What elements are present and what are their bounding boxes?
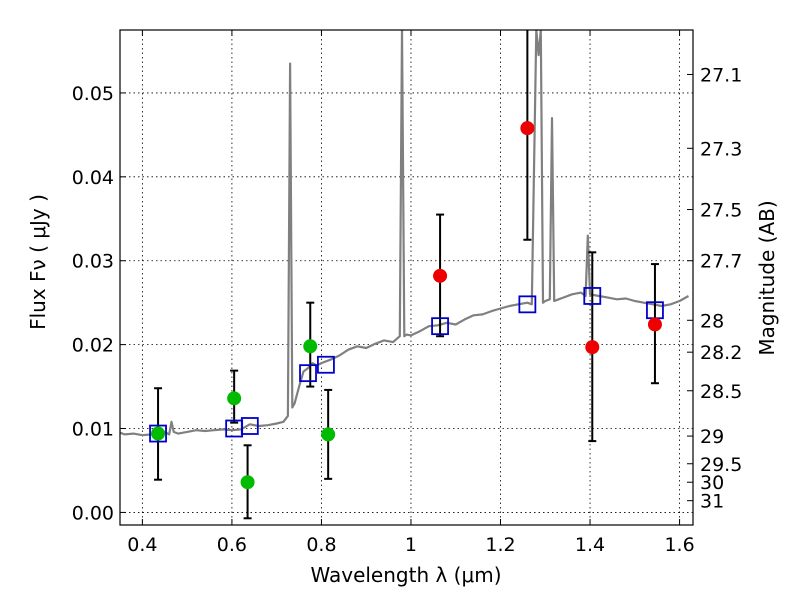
x-tick-label: 0.6: [217, 534, 247, 556]
red-data-point: [433, 268, 448, 283]
x-tick-label: 1.4: [575, 534, 605, 556]
red-data-point: [520, 121, 535, 136]
x-tick-label: 1.6: [664, 534, 694, 556]
green-data-point: [227, 391, 242, 406]
grid-lines: [120, 30, 693, 525]
model-photometry-square: [431, 317, 449, 336]
model-spectrum-line: [120, 30, 690, 437]
y2-tick-label: 27.3: [700, 138, 742, 160]
x-tick-label: 0.4: [127, 534, 157, 556]
y-tick-label: 0.04: [72, 167, 114, 189]
y2-tick-label: 28: [700, 310, 724, 332]
y-axis-label: Flux Fν ( μJy ): [26, 194, 50, 330]
y-tick-label: 0.03: [72, 251, 114, 273]
y-tick-label: 0.00: [72, 502, 114, 524]
plot-frame: [119, 29, 694, 526]
y2-tick-label: 31: [700, 491, 724, 513]
green-data-point: [151, 426, 166, 441]
y2-axis-label: Magnitude (AB): [755, 200, 779, 355]
green-data-point: [240, 475, 255, 490]
model-photometry-square: [240, 417, 259, 435]
green-data-point: [303, 339, 318, 354]
red-data-point: [647, 317, 662, 332]
y2-tick-label: 30: [700, 472, 724, 494]
y2-tick-label: 27.5: [700, 200, 742, 222]
y2-tick-label: 28.2: [700, 342, 742, 364]
model-photometry-square: [317, 355, 335, 374]
green-data-point: [321, 427, 336, 442]
x-tick-label: 1.2: [485, 534, 515, 556]
y2-tick-label: 29: [700, 426, 724, 448]
y-tick-label: 0.05: [72, 83, 114, 105]
y2-tick-label: 27.7: [700, 251, 742, 273]
model-photometry-square: [518, 295, 537, 314]
axes: 0.4 0.6 0.8 1 1.2 1.4 1.6 0.00 0.01 0.02 0.03 0.04 0…: [72, 30, 742, 556]
plot-area: [120, 30, 690, 520]
model-photometry-square: [299, 364, 317, 383]
model-photometry-square: [583, 287, 602, 305]
x-axis-label: Wavelength λ (μm): [310, 563, 501, 587]
y2-tick-label: 28.5: [700, 381, 742, 403]
x-tick-label: 0.8: [306, 534, 336, 556]
y2-tick-label: 27.1: [700, 64, 742, 86]
y2-tick-label: 29.5: [700, 454, 742, 476]
model-photometry-square: [149, 424, 167, 443]
y-tick-label: 0.02: [72, 335, 114, 357]
red-data-point: [585, 340, 600, 355]
x-tick-label: 1: [405, 534, 417, 556]
y-tick-label: 0.01: [72, 419, 114, 441]
